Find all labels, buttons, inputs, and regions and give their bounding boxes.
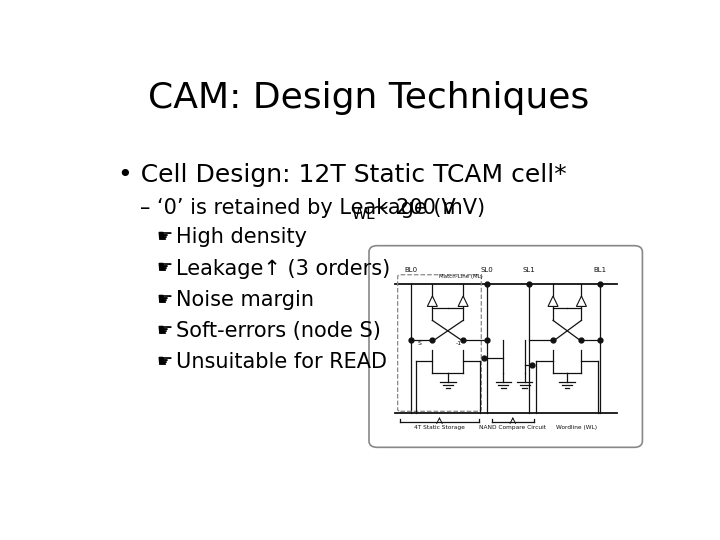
Text: 4T Static Storage: 4T Static Storage xyxy=(414,425,465,430)
Text: Unsuitable for READ: Unsuitable for READ xyxy=(176,352,387,372)
Text: ~ 200 mV): ~ 200 mV) xyxy=(372,198,485,218)
Text: – ‘0’ is retained by Leakage (V: – ‘0’ is retained by Leakage (V xyxy=(140,198,456,218)
Text: SL1: SL1 xyxy=(523,267,536,273)
Polygon shape xyxy=(458,296,468,306)
Text: S: S xyxy=(418,341,421,346)
Text: ☛: ☛ xyxy=(157,260,173,278)
Text: WL: WL xyxy=(351,207,375,222)
Text: ☛: ☛ xyxy=(157,353,173,371)
Text: Soft-errors (node S): Soft-errors (node S) xyxy=(176,321,382,341)
Polygon shape xyxy=(548,296,558,306)
Text: BL1: BL1 xyxy=(594,267,607,273)
FancyBboxPatch shape xyxy=(369,246,642,447)
Text: Match-Line (ML): Match-Line (ML) xyxy=(439,274,483,279)
Text: • Cell Design: 12T Static TCAM cell*: • Cell Design: 12T Static TCAM cell* xyxy=(118,163,567,187)
Text: ☛: ☛ xyxy=(157,322,173,340)
Text: -1: -1 xyxy=(455,341,462,346)
Text: ☛: ☛ xyxy=(157,291,173,309)
Text: Wordline (WL): Wordline (WL) xyxy=(556,425,598,430)
Polygon shape xyxy=(577,296,587,306)
Polygon shape xyxy=(428,296,437,306)
Text: CAM: Design Techniques: CAM: Design Techniques xyxy=(148,81,590,115)
Text: High density: High density xyxy=(176,227,307,247)
Text: BL0: BL0 xyxy=(405,267,418,273)
Text: Leakage↑ (3 orders): Leakage↑ (3 orders) xyxy=(176,259,391,279)
Text: SL0: SL0 xyxy=(480,267,493,273)
Text: NAND Compare Circuit: NAND Compare Circuit xyxy=(480,425,546,430)
Text: ☛: ☛ xyxy=(157,228,173,246)
Text: Noise margin: Noise margin xyxy=(176,290,315,310)
